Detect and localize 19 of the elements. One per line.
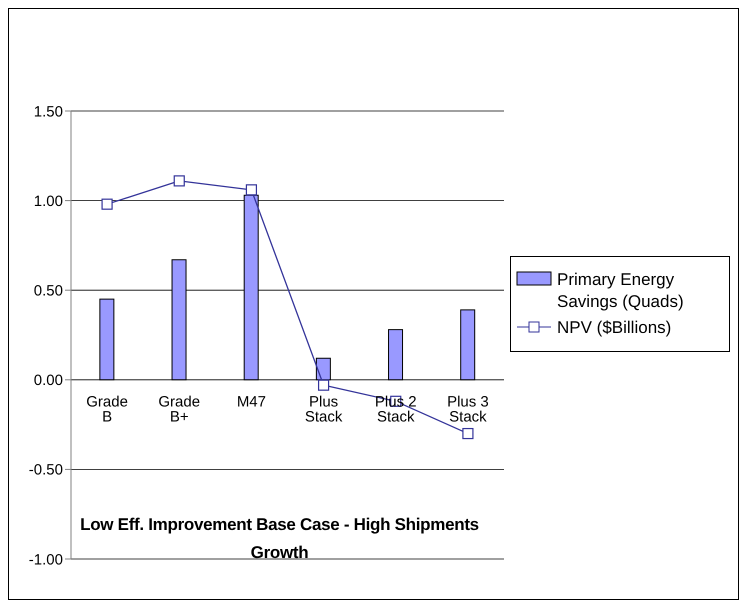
x-tick-label: Grade B [86, 393, 128, 426]
text: Low Eff. Improvement Base Case - High Shipments Growth [79, 514, 480, 564]
point [318, 380, 330, 391]
y-tick-label: 0.50 [34, 282, 63, 300]
x-tick-label: Plus Stack [304, 393, 343, 426]
y-tick-label: 1.00 [34, 192, 63, 210]
point [462, 428, 474, 440]
point [101, 198, 113, 210]
point [246, 184, 258, 196]
x-tick-label: Plus 3 Stack [447, 393, 489, 426]
y-tick-label: -0.50 [28, 462, 63, 479]
point [174, 175, 185, 186]
x-tick-label: M47 [236, 393, 266, 410]
legend-label: NPV ($Billions) [557, 317, 672, 339]
legend-label: Primary Energy Savings (Quads) [557, 269, 685, 313]
y-tick-label: 1.50 [34, 103, 63, 120]
y-tick-label: -1.00 [28, 551, 63, 568]
y-tick-label: 0.00 [34, 372, 63, 390]
x-tick-label: Grade B+ [158, 393, 200, 426]
